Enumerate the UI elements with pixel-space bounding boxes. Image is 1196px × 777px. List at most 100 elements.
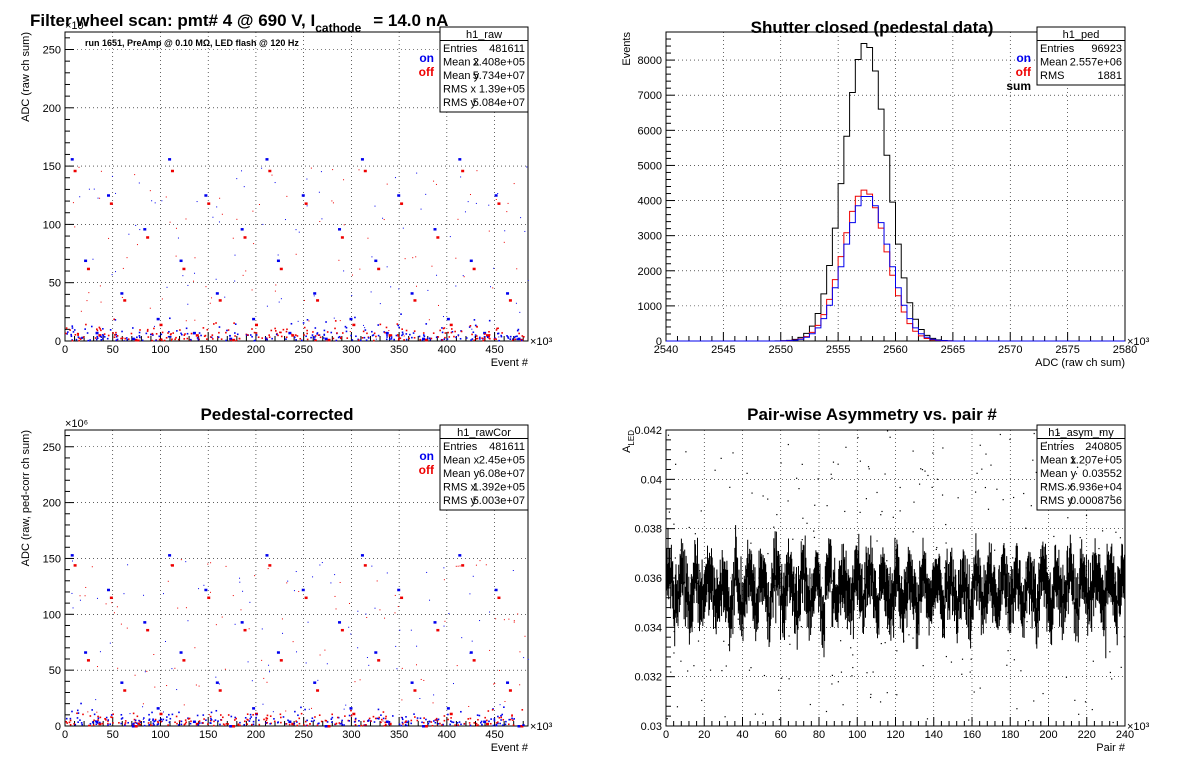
baseline-point xyxy=(500,716,503,719)
baseline-point xyxy=(105,719,107,721)
stats-key: RMS y xyxy=(443,97,477,109)
scatter-point xyxy=(162,593,164,595)
on-point xyxy=(433,228,437,231)
baseline-point xyxy=(210,336,213,339)
baseline-point xyxy=(390,336,393,338)
baseline-point xyxy=(178,720,181,722)
baseline-point xyxy=(290,322,293,325)
scatter-point xyxy=(461,637,463,639)
scatter-point xyxy=(519,684,521,686)
scatter-point xyxy=(469,194,471,196)
baseline-point xyxy=(374,717,377,720)
baseline-point xyxy=(347,719,350,722)
baseline-point xyxy=(300,706,302,709)
scatter-point xyxy=(507,202,509,204)
baseline-point xyxy=(437,722,440,725)
outlier-point xyxy=(727,644,730,646)
outlier-point xyxy=(763,674,766,677)
baseline-point xyxy=(435,719,438,721)
baseline-point xyxy=(265,722,267,724)
baseline-point xyxy=(70,333,72,336)
baseline-point xyxy=(107,719,110,721)
outlier-point xyxy=(970,658,972,660)
outlier-point xyxy=(1110,590,1112,592)
baseline-point xyxy=(380,721,382,724)
baseline-point xyxy=(165,719,168,722)
outlier-point xyxy=(996,488,998,490)
baseline-point xyxy=(138,331,141,334)
outlier-point xyxy=(979,444,981,446)
scatter-point xyxy=(243,186,245,188)
scatter-point xyxy=(194,272,196,274)
outlier-point xyxy=(1089,446,1091,448)
stats-key: RMS y xyxy=(1040,495,1074,507)
baseline-point xyxy=(478,714,481,717)
baseline-point xyxy=(480,720,483,723)
scatter-point xyxy=(196,201,198,203)
outlier-point xyxy=(1006,664,1008,666)
scatter-point xyxy=(251,289,253,291)
scatter-point xyxy=(111,175,113,177)
scatter-point xyxy=(508,618,510,620)
scatter-point xyxy=(92,258,94,260)
outlier-point xyxy=(968,719,970,721)
scatter-point xyxy=(527,658,529,660)
scatter-point xyxy=(176,689,178,691)
outlier-point xyxy=(1101,530,1104,532)
outlier-point xyxy=(673,523,675,525)
baseline-point xyxy=(316,333,318,335)
outlier-point xyxy=(832,461,835,463)
scatter-point xyxy=(161,298,163,300)
outlier-point xyxy=(1020,670,1022,672)
baseline-point xyxy=(138,723,141,725)
baseline-point xyxy=(127,721,129,724)
baseline-point xyxy=(287,719,289,722)
outlier-point xyxy=(888,584,890,587)
baseline-point xyxy=(405,333,408,335)
x-tick-label: 180 xyxy=(1001,729,1019,741)
on-point xyxy=(179,259,183,263)
baseline-point xyxy=(82,713,84,716)
outlier-point xyxy=(721,670,723,672)
baseline-point xyxy=(69,723,72,726)
x-tick-label: 240 xyxy=(1116,729,1134,741)
baseline-point xyxy=(481,723,483,726)
outlier-point xyxy=(1013,496,1015,499)
x-tick-label: 150 xyxy=(199,344,217,356)
x-tick-label: 50 xyxy=(107,344,119,356)
baseline-point xyxy=(100,339,103,341)
off-point xyxy=(123,689,127,692)
outlier-point xyxy=(849,633,852,635)
scatter-point xyxy=(364,327,366,329)
on-point xyxy=(494,194,498,197)
baseline-point xyxy=(496,721,499,723)
scatter-point xyxy=(499,669,501,671)
baseline-point xyxy=(138,719,140,722)
baseline-point xyxy=(406,721,408,724)
y-axis-label-sub: LED xyxy=(627,430,636,446)
baseline-point xyxy=(425,323,428,325)
baseline-point xyxy=(303,724,305,726)
scatter-point xyxy=(258,204,260,206)
baseline-point xyxy=(266,337,268,340)
baseline-point xyxy=(149,333,152,336)
y-exponent: ×10⁶ xyxy=(65,418,88,430)
baseline-point xyxy=(477,724,479,726)
chart-panel-raw: 0 50 100 150 200 250 300 350 400 4500501001502002… xyxy=(20,11,553,369)
outlier-point xyxy=(1119,537,1122,539)
chart-title: Pair-wise Asymmetry vs. pair # xyxy=(747,405,997,424)
outlier-point xyxy=(1042,692,1044,695)
outlier-point xyxy=(1013,659,1015,661)
baseline-point xyxy=(372,334,375,336)
off-point xyxy=(497,596,501,600)
baseline-point xyxy=(459,337,462,340)
outlier-point xyxy=(873,571,876,574)
outlier-point xyxy=(1030,505,1032,507)
baseline-point xyxy=(411,336,413,339)
y-tick-label: 2000 xyxy=(638,266,662,278)
baseline-point xyxy=(338,335,341,338)
scatter-point xyxy=(332,169,334,171)
baseline-point xyxy=(181,333,183,336)
scatter-point xyxy=(142,703,144,705)
baseline-point xyxy=(298,722,301,725)
